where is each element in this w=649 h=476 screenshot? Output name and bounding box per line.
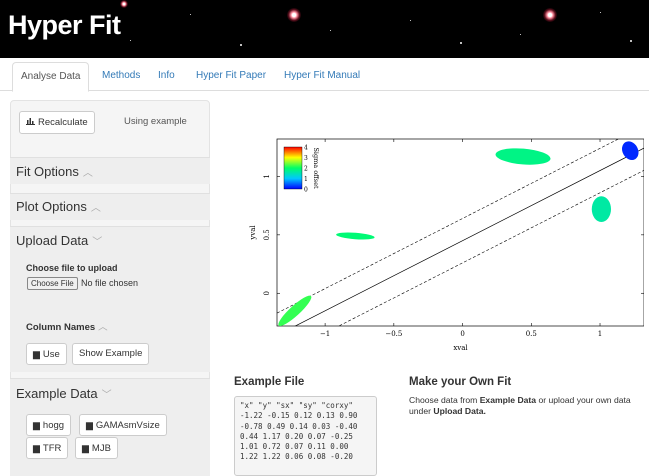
example-data-ref: Example Data: [479, 395, 537, 405]
nav-tabs: Analyse Data Methods Info Hyper Fit Pape…: [0, 62, 649, 92]
lower-scatter-line: [338, 170, 644, 326]
example-file-line: "x" "y" "sx" "sy" "corxy": [240, 401, 353, 410]
fit-options-section[interactable]: [10, 157, 210, 184]
example-tfr-label: TFR: [42, 443, 62, 454]
data-point-ellipse: [336, 232, 375, 240]
file-icon: ▆: [86, 420, 93, 430]
colorbar-tick-label: 1: [304, 176, 308, 183]
own-fit-heading: Make your Own Fit: [409, 376, 512, 388]
y-tick-label: 0.5: [263, 229, 271, 240]
upload-data-header[interactable]: Upload Data ﹀: [16, 233, 102, 248]
example-tfr-button[interactable]: ▆ TFR: [26, 437, 69, 459]
upper-scatter-line: [277, 139, 620, 314]
upload-data-ref: Upload Data.: [433, 406, 486, 416]
chevron-up-icon: ︿: [90, 203, 101, 214]
show-example-button[interactable]: Show Example: [72, 343, 150, 365]
example-file-heading: Example File: [234, 376, 305, 388]
tab-hyper-fit-manual[interactable]: Hyper Fit Manual: [284, 70, 361, 81]
file-icon: ▆: [33, 443, 40, 453]
example-data-title: Example Data: [16, 386, 98, 401]
data-point-ellipse: [591, 196, 612, 222]
chevron-up-icon: ︿: [82, 168, 93, 179]
x-tick-label: 1: [598, 330, 602, 338]
y-tick-label: 0: [263, 291, 271, 295]
file-icon: ▆: [33, 420, 40, 430]
y-tick-label: 1: [263, 174, 271, 178]
example-file-line: 0.44 1.17 0.20 0.07 -0.25: [240, 431, 353, 441]
recalculate-label: Recalculate: [38, 117, 88, 128]
example-data-header[interactable]: Example Data ﹀: [16, 386, 112, 401]
tab-analyse-data[interactable]: Analyse Data: [12, 62, 90, 92]
fit-line: [294, 147, 644, 326]
example-hogg-label: hogg: [42, 420, 65, 431]
example-file-line: -0.78 0.49 0.14 0.03 -0.40: [240, 421, 358, 431]
data-point-ellipse: [278, 295, 312, 326]
chevron-down-icon: ﹀: [101, 390, 112, 401]
choose-file-label: Choose file to upload: [26, 263, 118, 273]
x-tick-label: −1: [320, 330, 330, 338]
plot-options-section[interactable]: [10, 193, 210, 220]
example-file-line: -1.22 -0.15 0.12 0.13 0.90: [240, 411, 358, 421]
data-point-ellipse: [495, 148, 551, 165]
plot-options-header[interactable]: Plot Options ︿: [16, 199, 101, 214]
file-icon: ▆: [82, 443, 89, 453]
colorbar: [283, 146, 303, 190]
example-mjb-button[interactable]: ▆ MJB: [75, 437, 118, 459]
x-tick-label: 0: [460, 330, 464, 338]
file-icon: ▆: [33, 349, 40, 359]
plot-frame: [276, 138, 645, 327]
colorbar-tick-label: 0: [304, 187, 308, 194]
header-banner: Hyper Fit: [0, 0, 649, 58]
tab-methods[interactable]: Methods: [102, 70, 141, 81]
example-gamasmvsize-button[interactable]: ▆ GAMAsmVsize: [79, 414, 167, 436]
example-mjb-label: MJB: [91, 443, 111, 454]
use-button[interactable]: ▆ Use: [26, 343, 67, 365]
x-tick-label: −0.5: [385, 330, 402, 338]
tab-info[interactable]: Info: [158, 70, 175, 81]
chevron-up-icon: ︿: [98, 322, 108, 333]
tab-hyper-fit-paper[interactable]: Hyper Fit Paper: [196, 70, 267, 81]
use-label: Use: [42, 349, 60, 360]
colorbar-tick-label: 3: [304, 155, 308, 162]
fit-plot-svg: −1 −0.5 0 0.5 1 0 0.5 1 xval yval 4 3 2 1 0 Sigma offse…: [249, 138, 645, 352]
data-point-ellipse: [622, 141, 639, 161]
app-title: Hyper Fit: [8, 10, 121, 40]
column-names-title: Column Names: [26, 322, 96, 333]
colorbar-tick-label: 2: [304, 166, 308, 173]
column-names-header[interactable]: Column Names ︿: [26, 319, 108, 333]
example-file-content: "x" "y" "sx" "sy" "corxy" -1.22 -0.15 0.1…: [234, 396, 377, 476]
x-tick-label: 0.5: [526, 330, 537, 338]
y-axis-label: yval: [249, 225, 257, 241]
upload-data-title: Upload Data: [16, 233, 89, 248]
recalculate-button[interactable]: Recalculate: [19, 111, 95, 134]
fit-options-header[interactable]: Fit Options ︿: [16, 164, 93, 179]
choose-file-button[interactable]: Choose File: [27, 277, 78, 290]
example-hogg-button[interactable]: ▆ hogg: [26, 414, 72, 436]
own-fit-text: Choose data from Example Data or upload …: [409, 395, 631, 416]
fit-plot: −1 −0.5 0 0.5 1 0 0.5 1 xval yval 4 3 2 1 0 Sigma offse…: [228, 127, 645, 357]
plot-options-title: Plot Options: [16, 199, 87, 214]
x-axis-label: xval: [453, 344, 468, 352]
fit-options-title: Fit Options: [16, 164, 79, 179]
no-file-text: No file chosen: [81, 278, 139, 288]
example-file-line: 1.01 0.72 0.07 0.11 0.00: [240, 442, 349, 452]
bar-chart-icon: [26, 112, 35, 133]
colorbar-label: Sigma offset: [312, 147, 320, 189]
chevron-down-icon: ﹀: [92, 237, 103, 248]
using-example-text: Using example: [124, 116, 187, 127]
colorbar-tick-label: 4: [304, 145, 308, 152]
example-file-line: 1.22 1.22 0.06 0.08 -0.20: [240, 452, 353, 462]
example-gamasmvsize-label: GAMAsmVsize: [95, 420, 160, 431]
